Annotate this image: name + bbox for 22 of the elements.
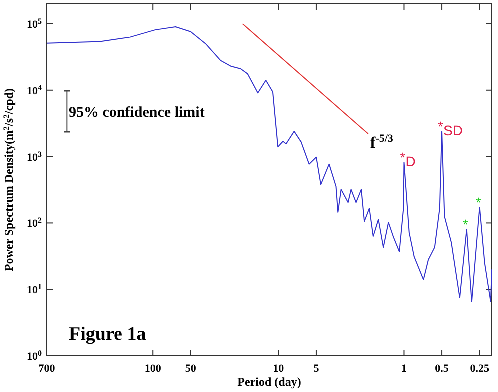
y-tick-label: 10$^{2}$ <box>27 216 42 230</box>
annotation: *D <box>400 150 416 170</box>
annotation: * <box>462 216 469 233</box>
x-tick-label: 700 <box>38 363 56 375</box>
y-tick-label: 10$^{1}$ <box>27 282 42 297</box>
x-tick-label: 100 <box>144 363 162 375</box>
annotation: Figure 1a <box>69 324 147 345</box>
series-label: f$^{-5/3}$ <box>370 133 394 152</box>
y-tick-label: 10$^{5}$ <box>27 16 42 31</box>
annotation: 95% confidence limit <box>69 105 205 121</box>
x-tick-label: 5 <box>314 363 320 375</box>
x-tick-label: 0.5 <box>435 363 450 375</box>
x-tick-label: 50 <box>185 363 197 375</box>
x-tick-label: 1 <box>401 363 407 375</box>
annotation: *SD <box>438 118 463 139</box>
x-axis-title: Period (day) <box>238 375 302 389</box>
x-tick-label: 10 <box>273 363 285 375</box>
y-tick-label: 10$^{3}$ <box>27 149 42 164</box>
y-tick-label: 10$^{4}$ <box>27 82 42 98</box>
annotation: * <box>476 194 482 211</box>
x-tick-label: 0.25 <box>470 363 490 375</box>
y-tick-label: 10$^{0}$ <box>27 348 42 363</box>
